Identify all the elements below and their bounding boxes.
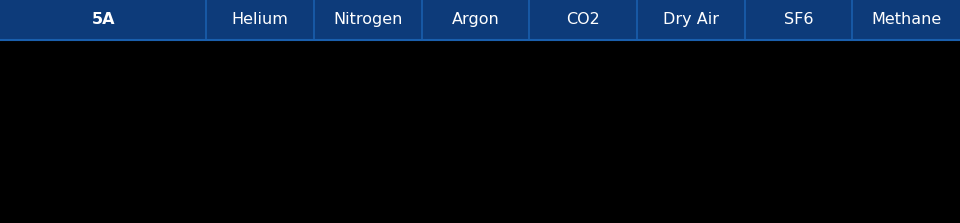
Text: Methane: Methane	[871, 12, 942, 27]
Text: Helium: Helium	[231, 12, 289, 27]
Bar	[745, 0, 852, 40]
Bar	[637, 0, 745, 40]
Text: 5A: 5A	[91, 12, 115, 27]
Bar	[0, 0, 206, 40]
Text: Argon: Argon	[451, 12, 499, 27]
Text: Dry Air: Dry Air	[662, 12, 719, 27]
Text: SF6: SF6	[783, 12, 813, 27]
Text: Nitrogen: Nitrogen	[333, 12, 402, 27]
Bar	[421, 0, 529, 40]
Bar	[852, 0, 960, 40]
Bar	[314, 0, 421, 40]
Bar	[529, 0, 637, 40]
Text: CO2: CO2	[566, 12, 600, 27]
Bar	[206, 0, 314, 40]
